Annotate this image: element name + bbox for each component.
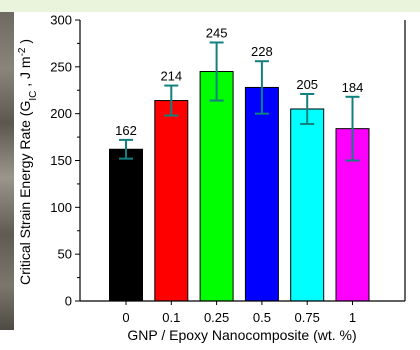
data-label: 245 <box>206 25 228 40</box>
x-tick-label: 0.5 <box>253 310 271 325</box>
data-label: 228 <box>251 44 273 59</box>
bar <box>199 71 234 302</box>
y-tick-label: 50 <box>58 247 72 262</box>
data-label: 205 <box>296 77 318 92</box>
bar <box>154 100 189 302</box>
data-label: 184 <box>342 80 364 95</box>
data-label: 214 <box>160 69 182 84</box>
x-tick-label: 0.25 <box>204 310 229 325</box>
x-tick-label: 0.75 <box>295 310 320 325</box>
bar <box>244 86 279 302</box>
y-tick-label: 200 <box>50 106 72 121</box>
photo-fragment <box>0 12 14 330</box>
top-color-strip <box>0 0 420 12</box>
x-axis-label: GNP / Epoxy Nanocomposite (wt. %) <box>127 327 356 343</box>
y-tick-label: 100 <box>50 200 72 215</box>
y-tick-label: 150 <box>50 153 72 168</box>
y-tick-label: 0 <box>65 294 72 309</box>
y-tick-label: 250 <box>50 59 72 74</box>
y-axis-label: Critical Strain Energy Rate (GIC , J m-2… <box>17 39 39 285</box>
x-tick-label: 1 <box>349 310 356 325</box>
y-tick-label: 300 <box>50 13 72 28</box>
bar <box>109 148 143 302</box>
bar <box>290 108 325 302</box>
x-tick-label: 0.1 <box>162 310 180 325</box>
data-label: 162 <box>115 123 137 138</box>
x-tick-label: 0 <box>122 310 129 325</box>
